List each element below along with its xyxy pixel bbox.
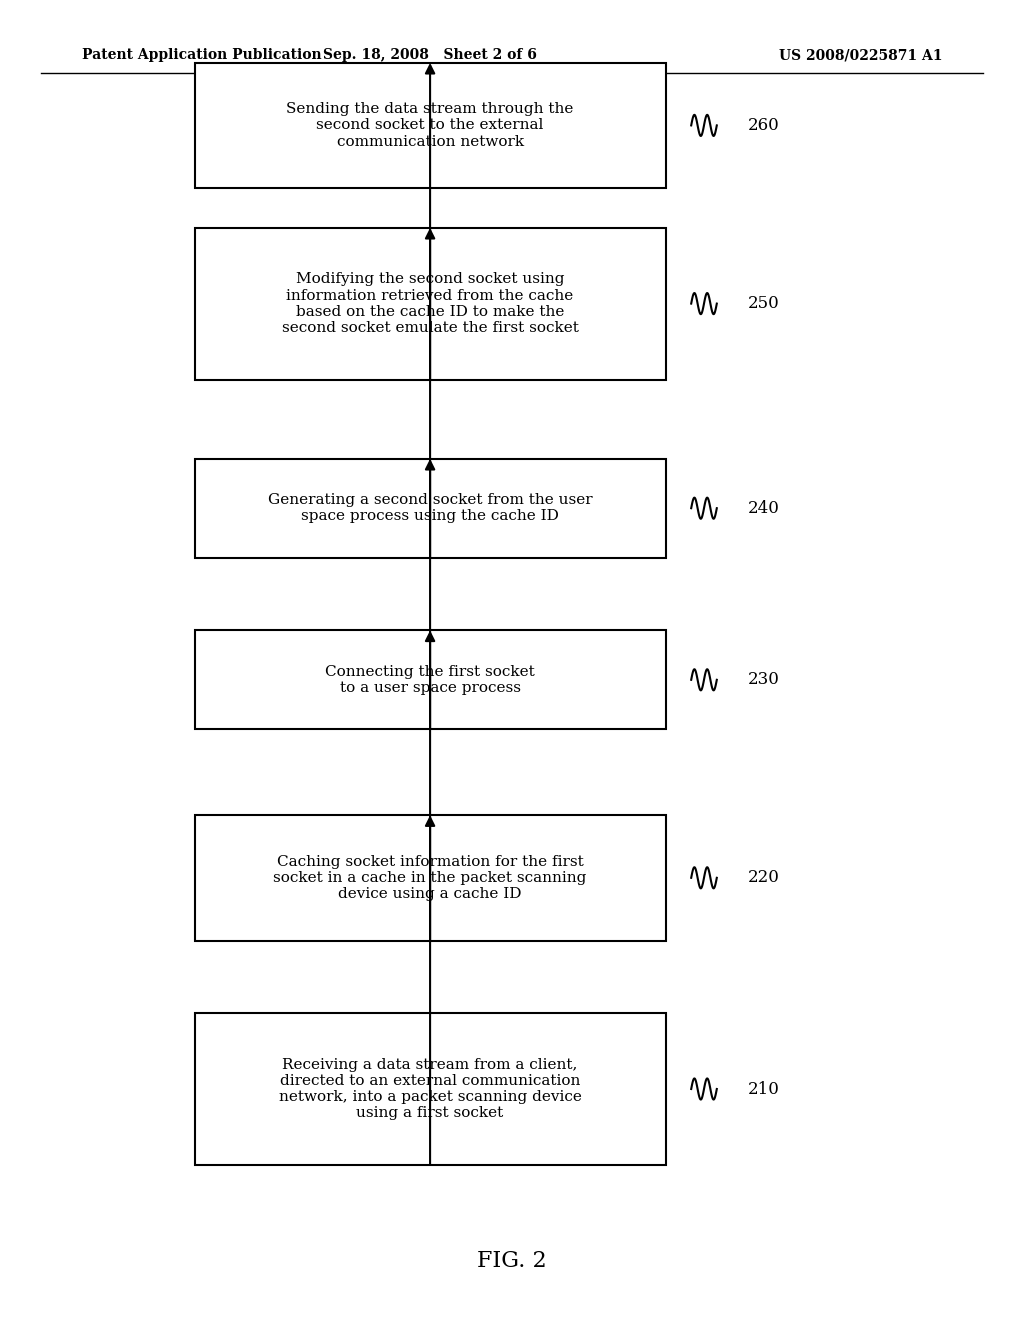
Text: Patent Application Publication: Patent Application Publication — [82, 49, 322, 62]
Text: 230: 230 — [748, 672, 779, 688]
FancyBboxPatch shape — [195, 227, 666, 380]
Text: 260: 260 — [748, 117, 779, 133]
Text: 220: 220 — [748, 870, 779, 886]
Text: 210: 210 — [748, 1081, 779, 1097]
Text: US 2008/0225871 A1: US 2008/0225871 A1 — [778, 49, 942, 62]
Text: 250: 250 — [748, 296, 779, 312]
FancyBboxPatch shape — [195, 1014, 666, 1166]
Text: Sending the data stream through the
second socket to the external
communication : Sending the data stream through the seco… — [287, 102, 573, 149]
FancyBboxPatch shape — [195, 631, 666, 729]
Text: 240: 240 — [748, 500, 779, 516]
Text: Caching socket information for the first
socket in a cache in the packet scannin: Caching socket information for the first… — [273, 854, 587, 902]
Text: Sep. 18, 2008   Sheet 2 of 6: Sep. 18, 2008 Sheet 2 of 6 — [324, 49, 537, 62]
Text: Modifying the second socket using
information retrieved from the cache
based on : Modifying the second socket using inform… — [282, 272, 579, 335]
Text: Receiving a data stream from a client,
directed to an external communication
net: Receiving a data stream from a client, d… — [279, 1057, 582, 1121]
FancyBboxPatch shape — [195, 459, 666, 557]
FancyBboxPatch shape — [195, 814, 666, 940]
Text: Connecting the first socket
to a user space process: Connecting the first socket to a user sp… — [326, 665, 535, 694]
FancyBboxPatch shape — [195, 62, 666, 187]
Text: Generating a second socket from the user
space process using the cache ID: Generating a second socket from the user… — [267, 494, 593, 523]
Text: FIG. 2: FIG. 2 — [477, 1250, 547, 1271]
